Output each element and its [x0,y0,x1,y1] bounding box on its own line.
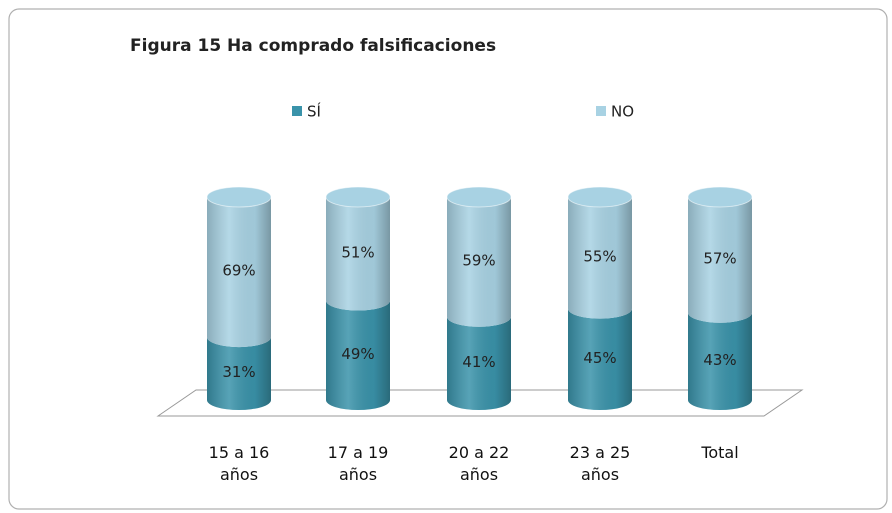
legend-swatch [596,106,606,116]
cylinder-shading [326,300,390,410]
data-label: 49% [341,345,374,363]
cylinder-shading [326,197,390,311]
data-label: 51% [341,243,374,261]
cylinder-shading [447,197,511,327]
data-label: 59% [462,251,495,269]
data-label: 57% [703,249,736,267]
legend-label: SÍ [307,102,321,121]
cylinder-top [325,186,391,208]
cylinder-shading [568,308,632,410]
cylinder-top [206,186,272,208]
cylinder-shading [688,312,752,410]
x-tick-label: 23 a 25 años [569,443,631,484]
data-label: 45% [583,349,616,367]
cylinder-shading [207,337,271,410]
cylinder-top [687,186,753,208]
cylinder-top [446,186,512,208]
data-label: 41% [462,353,495,371]
legend-label: NO [611,103,634,121]
cylinder-shading [207,197,271,348]
cylinder-shading [688,197,752,323]
data-label: 31% [222,363,255,381]
x-tick-label: 17 a 19 años [327,443,389,484]
data-label: 43% [703,351,736,369]
x-tick-label: Total [701,443,739,462]
chart-title: Figura 15 Ha comprado falsificaciones [130,36,496,56]
cylinder-shading [447,316,511,410]
data-label: 55% [583,247,616,265]
legend-swatch [292,106,302,116]
data-label: 69% [222,262,255,280]
x-tick-label: 15 a 16 años [208,443,270,484]
x-tick-label: 20 a 22 años [448,443,510,484]
cylinder-shading [568,197,632,319]
cylinder-top [567,186,633,208]
